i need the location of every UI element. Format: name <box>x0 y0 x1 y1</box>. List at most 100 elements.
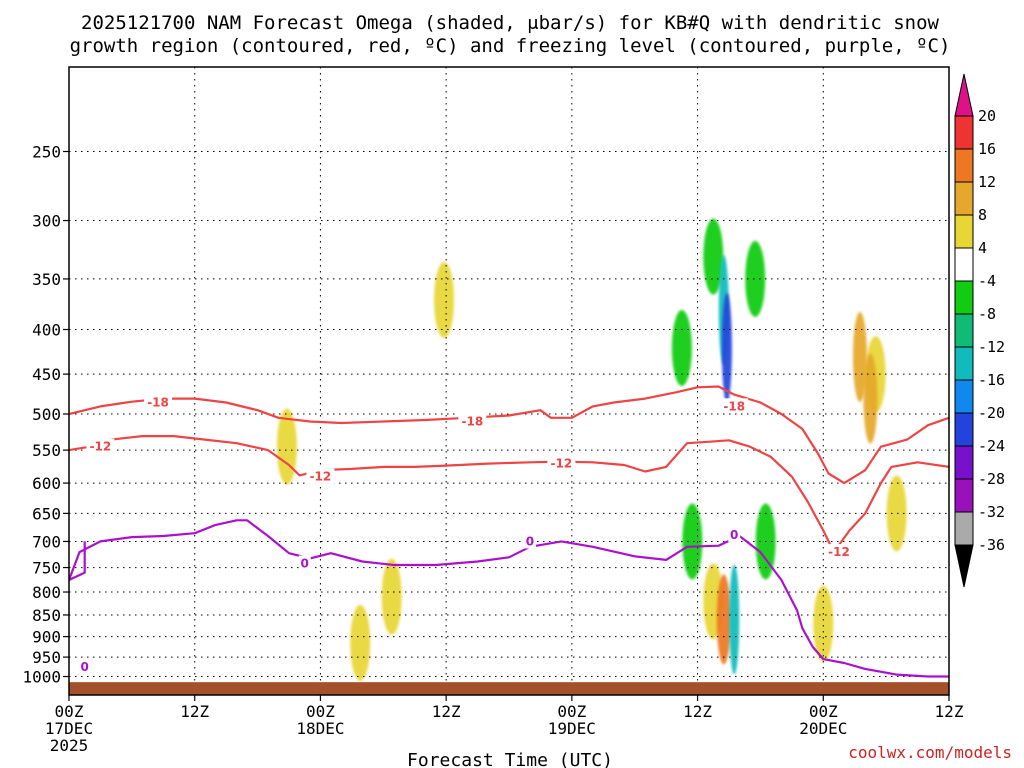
x-axis-title: Forecast Time (UTC) <box>407 750 613 768</box>
contour-label: -18 <box>147 395 169 409</box>
y-tick-label: 250 <box>32 143 61 162</box>
colorbar-segment <box>954 412 974 447</box>
omega-blob <box>716 574 731 665</box>
y-tick-label: 650 <box>32 504 61 523</box>
chart-title-line-2: growth region (contoured, red, ºC) and f… <box>70 35 951 57</box>
contour-label: -12 <box>310 470 332 484</box>
colorbar-label: 8 <box>978 206 987 224</box>
y-tick-label: 450 <box>32 365 61 384</box>
y-tick-label: 300 <box>32 212 61 231</box>
colorbar-label: -16 <box>978 371 1005 389</box>
colorbar-segment <box>954 148 974 183</box>
x-tick-label: 17DEC <box>45 719 93 738</box>
y-tick-label: 600 <box>32 474 61 493</box>
x-tick-label: 00Z <box>557 702 586 721</box>
plot-frame <box>68 66 950 696</box>
y-tick-label: 1000 <box>22 668 61 687</box>
contour-label-bg <box>728 526 741 542</box>
x-tick-label: 00Z <box>55 702 84 721</box>
x-tick-label: 12Z <box>180 702 209 721</box>
omega-blob <box>721 292 732 403</box>
contour-label: -18 <box>723 399 745 413</box>
y-tick-label: 500 <box>32 405 61 424</box>
x-tick-label: 2025 <box>50 736 89 755</box>
colorbar-label: -24 <box>978 437 1005 455</box>
omega-blob <box>276 408 297 485</box>
colorbar-label: 4 <box>978 239 987 257</box>
colorbar-bottom-arrow <box>954 544 974 588</box>
x-tick-label: 12Z <box>683 702 712 721</box>
omega-blob <box>434 261 455 338</box>
contour-label-bg <box>720 398 749 414</box>
omega-blob <box>703 218 724 295</box>
omega-blob <box>745 240 766 317</box>
omega-blob <box>886 475 907 552</box>
colorbar-segment <box>954 181 974 216</box>
colorbar-label: -28 <box>978 470 1005 488</box>
colorbar-segment <box>954 346 974 381</box>
colorbar-label: 12 <box>978 173 996 191</box>
colorbar-label: 20 <box>978 107 996 125</box>
contour-line <box>69 519 949 678</box>
omega-shading <box>276 218 907 681</box>
omega-blob <box>729 564 740 675</box>
chart-title-line-1: 2025121700 NAM Forecast Omega (shaded, μ… <box>81 12 939 34</box>
omega-blob <box>852 311 867 402</box>
x-tick-label: 00Z <box>306 702 335 721</box>
grid-lines <box>69 67 949 695</box>
y-tick-label: 850 <box>32 606 61 625</box>
x-tick-label: 00Z <box>809 702 838 721</box>
contour-label-bg <box>458 413 487 429</box>
colorbar-label: -12 <box>978 338 1005 356</box>
contour-label: 0 <box>301 557 309 571</box>
contour-label: 0 <box>81 660 89 674</box>
omega-blob <box>863 353 878 444</box>
colorbar-label: -20 <box>978 404 1005 422</box>
y-tick-label: 900 <box>32 628 61 647</box>
contour-label: 0 <box>526 534 534 548</box>
contour-label-bg <box>298 555 311 571</box>
colorbar-label: -4 <box>978 272 996 290</box>
y-tick-label: 800 <box>32 583 61 602</box>
contour-label-bg <box>306 468 335 484</box>
omega-blob <box>813 585 834 662</box>
contour-label-bg <box>547 455 576 471</box>
y-tick-label: 750 <box>32 559 61 578</box>
colorbar-segment <box>954 115 974 150</box>
colorbar-label: -36 <box>978 536 1005 554</box>
terrain-ground <box>69 682 949 695</box>
contour-label-bg <box>144 394 173 410</box>
colorbar-segment <box>954 247 974 282</box>
colorbar: 20 16 12 8 4 -4 -8 -12 -16 -20 -24 -28 -32 -36 <box>954 73 1005 588</box>
omega-blob <box>350 604 371 681</box>
y-tick-label: 700 <box>32 532 61 551</box>
contour-label: -18 <box>461 415 483 429</box>
omega-blob <box>671 309 692 386</box>
contour-label-bg <box>523 533 536 549</box>
x-tick-label: 12Z <box>935 702 964 721</box>
y-tick-label: 400 <box>32 321 61 340</box>
y-tick-label: 950 <box>32 648 61 667</box>
colorbar-segment <box>954 445 974 480</box>
contour-label: 0 <box>730 528 738 542</box>
x-tick-label: 18DEC <box>296 719 344 738</box>
x-tick-label: 12Z <box>432 702 461 721</box>
y-tick-label: 350 <box>32 270 61 289</box>
colorbar-top-arrow <box>954 73 974 117</box>
contour-line <box>69 385 949 485</box>
colorbar-label: 16 <box>978 140 996 158</box>
colorbar-segment <box>954 214 974 249</box>
contour-label-bg <box>78 658 91 674</box>
colorbar-segment <box>954 379 974 414</box>
contours: -18 -18 -18 -12 -12 -12 -12 0 0 0 0 <box>69 385 949 678</box>
contour-label: -12 <box>551 457 573 471</box>
y-axis: 250 300 350 400 450 500 550 600 650 700 750 800 850 9… <box>22 143 69 687</box>
contour-label-bg <box>825 544 853 560</box>
colorbar-segment <box>954 280 974 315</box>
colorbar-segment <box>954 511 974 546</box>
contour-label: -12 <box>90 440 112 454</box>
colorbar-segment <box>954 313 974 348</box>
credit-text: coolwx.com/models <box>848 743 1012 762</box>
